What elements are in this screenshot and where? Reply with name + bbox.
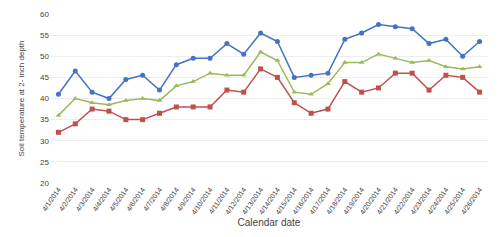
svg-text:4/1/2014: 4/1/2014	[41, 186, 62, 212]
svg-text:4/24/2014: 4/24/2014	[426, 186, 450, 216]
svg-text:4/23/2014: 4/23/2014	[409, 186, 433, 216]
svg-text:4/18/2014: 4/18/2014	[325, 186, 349, 216]
svg-text:Soil temperature at 2- inch de: Soil temperature at 2- inch depth	[17, 40, 26, 156]
svg-text:45: 45	[40, 73, 49, 82]
svg-text:4/19/2014: 4/19/2014	[342, 186, 366, 216]
svg-text:4/7/2014: 4/7/2014	[142, 186, 163, 212]
svg-text:4/22/2014: 4/22/2014	[392, 186, 416, 216]
svg-text:55: 55	[40, 31, 49, 40]
svg-text:4/14/2014: 4/14/2014	[258, 186, 282, 216]
svg-text:4/6/2014: 4/6/2014	[125, 186, 146, 212]
svg-text:Calendar date: Calendar date	[238, 217, 301, 228]
svg-text:4/15/2014: 4/15/2014	[274, 186, 298, 216]
svg-text:4/12/2014: 4/12/2014	[224, 186, 248, 216]
svg-text:30: 30	[40, 137, 49, 146]
svg-text:4/2/2014: 4/2/2014	[58, 186, 79, 212]
svg-text:4/25/2014: 4/25/2014	[443, 186, 467, 216]
svg-text:4/10/2014: 4/10/2014	[190, 186, 214, 216]
svg-text:4/16/2014: 4/16/2014	[291, 186, 315, 216]
svg-text:50: 50	[40, 52, 49, 61]
svg-text:25: 25	[40, 158, 49, 167]
svg-text:4/8/2014: 4/8/2014	[159, 186, 180, 212]
svg-text:20: 20	[40, 179, 49, 188]
svg-text:4/21/2014: 4/21/2014	[375, 186, 399, 216]
svg-text:4/26/2014: 4/26/2014	[460, 186, 484, 216]
svg-text:4/11/2014: 4/11/2014	[207, 186, 230, 215]
svg-text:4/9/2014: 4/9/2014	[176, 186, 197, 212]
svg-text:4/13/2014: 4/13/2014	[241, 186, 265, 216]
svg-text:40: 40	[40, 94, 49, 103]
svg-text:4/5/2014: 4/5/2014	[108, 186, 129, 212]
svg-text:35: 35	[40, 115, 49, 124]
svg-text:4/20/2014: 4/20/2014	[359, 186, 383, 216]
svg-text:60: 60	[40, 10, 49, 19]
svg-text:4/4/2014: 4/4/2014	[91, 186, 112, 212]
svg-text:4/3/2014: 4/3/2014	[74, 186, 95, 212]
svg-text:4/17/2014: 4/17/2014	[308, 186, 332, 216]
